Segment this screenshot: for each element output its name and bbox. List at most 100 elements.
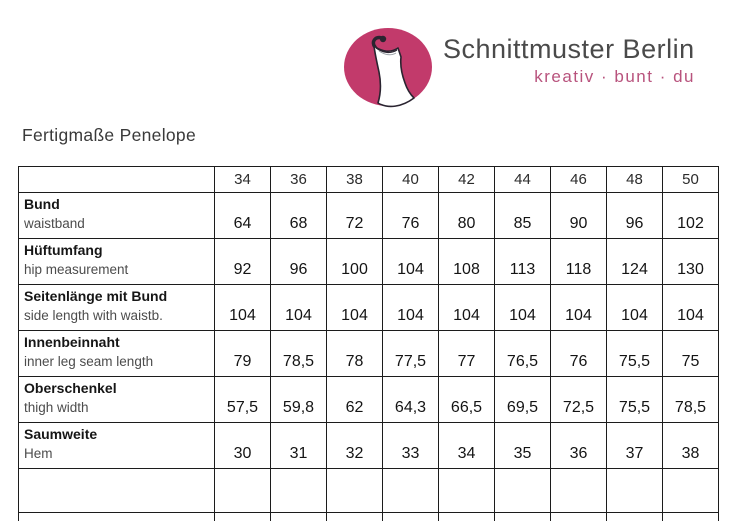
measurement-value-cell: 118 [551, 239, 607, 285]
measurement-label-en: side length with waistb. [24, 306, 210, 325]
measurement-value-cell: 80 [439, 193, 495, 239]
measurement-value-cell: 37 [607, 423, 663, 469]
size-column-header: 36 [271, 167, 327, 193]
empty-cell [551, 469, 607, 513]
measurement-value-cell: 130 [663, 239, 719, 285]
cutoff-stub-cell [663, 513, 719, 521]
cutoff-stub-row [19, 513, 719, 521]
measurement-value-cell: 85 [495, 193, 551, 239]
measurement-value-cell: 64 [215, 193, 271, 239]
measurement-value-cell: 104 [495, 285, 551, 331]
measurement-value-cell: 78 [327, 331, 383, 377]
measurement-value-cell: 32 [327, 423, 383, 469]
brand-logo: Schnittmuster Berlin kreativ · bunt · du [343, 24, 695, 108]
measurement-label-de: Bund [24, 195, 210, 214]
size-column-header: 38 [327, 167, 383, 193]
empty-cell [607, 469, 663, 513]
size-column-header: 50 [663, 167, 719, 193]
cutoff-stub-cell [383, 513, 439, 521]
cutoff-stub-cell [327, 513, 383, 521]
measure-column-header-empty [19, 167, 215, 193]
measurement-value-cell: 104 [327, 285, 383, 331]
measurement-value-cell: 77 [439, 331, 495, 377]
measurement-label-de: Saumweite [24, 425, 210, 444]
measurement-value-cell: 57,5 [215, 377, 271, 423]
cutoff-stub-cell [607, 513, 663, 521]
measurement-value-cell: 35 [495, 423, 551, 469]
empty-cell [495, 469, 551, 513]
measurement-value-cell: 90 [551, 193, 607, 239]
measurement-value-cell: 104 [271, 285, 327, 331]
cutoff-stub-cell [551, 513, 607, 521]
measurement-label-en: inner leg seam length [24, 352, 210, 371]
measurement-value-cell: 104 [551, 285, 607, 331]
empty-cell [663, 469, 719, 513]
measurement-value-cell: 31 [271, 423, 327, 469]
measurement-value-cell: 113 [495, 239, 551, 285]
size-column-header: 44 [495, 167, 551, 193]
measurement-value-cell: 79 [215, 331, 271, 377]
measurement-value-cell: 30 [215, 423, 271, 469]
measurement-value-cell: 72,5 [551, 377, 607, 423]
measurement-value-cell: 68 [271, 193, 327, 239]
measurement-label-en: thigh width [24, 398, 210, 417]
brand-tagline: kreativ · bunt · du [443, 67, 695, 87]
measurement-value-cell: 76 [383, 193, 439, 239]
empty-row [19, 469, 719, 513]
measurement-value-cell: 59,8 [271, 377, 327, 423]
measurement-label-en: hip measurement [24, 260, 210, 279]
size-column-header: 42 [439, 167, 495, 193]
measurement-value-cell: 124 [607, 239, 663, 285]
empty-cell [383, 469, 439, 513]
measurement-value-cell: 78,5 [663, 377, 719, 423]
measurement-label-de: Hüftumfang [24, 241, 210, 260]
measurement-value-cell: 102 [663, 193, 719, 239]
page-title: Fertigmaße Penelope [22, 125, 196, 146]
measurement-label-de: Innenbeinnaht [24, 333, 210, 352]
measurement-label-en: Hem [24, 444, 210, 463]
cutoff-stub-cell [271, 513, 327, 521]
measurement-value-cell: 76,5 [495, 331, 551, 377]
cutoff-stub-cell [439, 513, 495, 521]
measurement-value-cell: 104 [663, 285, 719, 331]
measurement-label-de: Seitenlänge mit Bund [24, 287, 210, 306]
measurement-value-cell: 66,5 [439, 377, 495, 423]
empty-cell [439, 469, 495, 513]
measurement-value-cell: 100 [327, 239, 383, 285]
cutoff-stub-cell [19, 513, 215, 521]
size-column-header: 40 [383, 167, 439, 193]
measurement-value-cell: 104 [215, 285, 271, 331]
measurement-value-cell: 75 [663, 331, 719, 377]
measurement-value-cell: 108 [439, 239, 495, 285]
size-column-header: 46 [551, 167, 607, 193]
measurement-value-cell: 104 [383, 239, 439, 285]
measurement-value-cell: 78,5 [271, 331, 327, 377]
measurement-value-cell: 34 [439, 423, 495, 469]
measurement-value-cell: 72 [327, 193, 383, 239]
measurement-value-cell: 104 [383, 285, 439, 331]
measurement-value-cell: 36 [551, 423, 607, 469]
measurement-value-cell: 64,3 [383, 377, 439, 423]
measurement-value-cell: 104 [607, 285, 663, 331]
measurement-value-cell: 76 [551, 331, 607, 377]
measurement-value-cell: 69,5 [495, 377, 551, 423]
cutoff-stub-cell [495, 513, 551, 521]
measurement-value-cell: 62 [327, 377, 383, 423]
brand-name: Schnittmuster Berlin [443, 34, 695, 64]
measurement-value-cell: 75,5 [607, 377, 663, 423]
size-column-header: 48 [607, 167, 663, 193]
measurement-label-en: waistband [24, 214, 210, 233]
